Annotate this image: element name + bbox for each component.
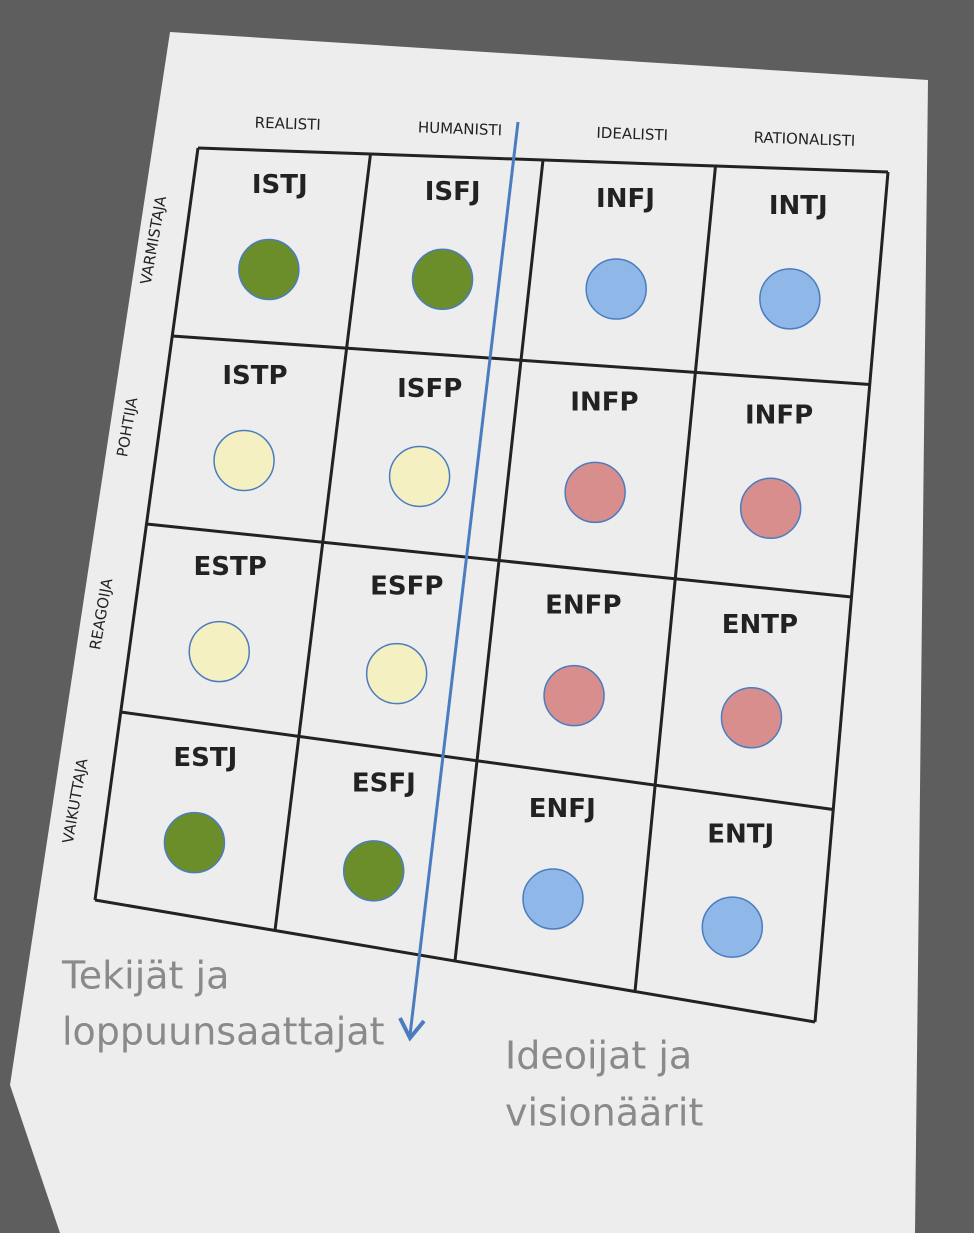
cell-label: INFP	[745, 401, 813, 431]
column-header: RATIONALISTI	[753, 128, 855, 150]
column-header: HUMANISTI	[418, 118, 503, 139]
dot	[720, 686, 783, 749]
cell-label: ESTP	[194, 552, 267, 582]
dot	[365, 642, 428, 705]
cell-label: ISFP	[397, 374, 462, 404]
cell-label: ENFJ	[529, 794, 596, 824]
grid-line	[633, 165, 717, 992]
grid-line	[273, 153, 372, 931]
annotation: visionäärit	[505, 1091, 703, 1135]
dot	[543, 664, 605, 727]
cell-label: ESFP	[370, 571, 443, 601]
dot	[739, 477, 802, 540]
dot	[163, 811, 226, 874]
dot	[388, 445, 451, 508]
dot	[213, 429, 275, 492]
grid: REALISTI HUMANISTI IDEALISTI RATIONALISTIVA…	[59, 114, 890, 1024]
cell-label: INFP	[570, 387, 638, 417]
dot	[759, 268, 821, 330]
dot	[522, 868, 584, 930]
column-header: IDEALISTI	[596, 124, 668, 144]
dot	[188, 620, 250, 683]
cell-label: ISTP	[222, 361, 287, 391]
arrow	[408, 121, 520, 1036]
cell-label: ENTJ	[707, 820, 774, 850]
arrow-head	[398, 1017, 426, 1042]
dot	[411, 248, 474, 311]
cell-label: ISTJ	[252, 170, 308, 200]
dot	[701, 896, 764, 958]
dot	[585, 258, 647, 320]
grid-line	[453, 159, 545, 962]
cell-label: INFJ	[596, 184, 655, 214]
grid-line	[813, 171, 890, 1023]
dot	[238, 238, 300, 301]
column-header: REALISTI	[254, 114, 321, 134]
annotation: loppuunsaattajat	[62, 1010, 385, 1054]
cell-label: ISFJ	[425, 177, 481, 207]
cell-label: ESTJ	[173, 743, 237, 773]
annotation: Ideoijat ja	[505, 1034, 692, 1078]
annotation: Tekijät ja	[61, 954, 229, 998]
dot	[342, 840, 405, 902]
cell-label: INTJ	[769, 191, 828, 221]
dot	[564, 461, 626, 524]
cell-label: ESFJ	[352, 769, 416, 799]
cell-label: ENFP	[545, 591, 621, 621]
cell-label: ENTP	[722, 610, 798, 640]
grid-line	[93, 147, 200, 901]
